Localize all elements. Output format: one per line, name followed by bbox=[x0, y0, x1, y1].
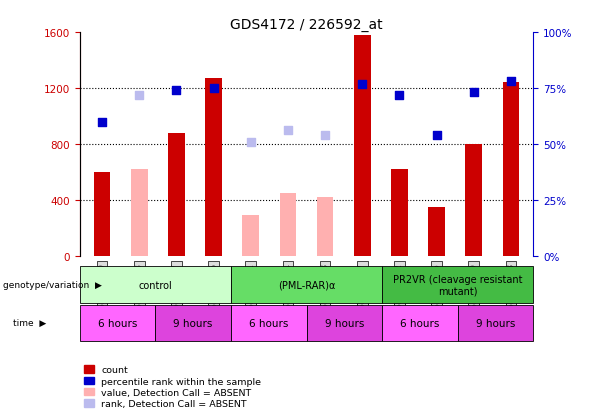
Point bbox=[97, 119, 107, 126]
Text: time  ▶: time ▶ bbox=[13, 318, 47, 328]
Bar bbox=[382, 266, 533, 304]
Point bbox=[506, 79, 516, 85]
Text: 6 hours: 6 hours bbox=[400, 318, 440, 328]
Point bbox=[395, 92, 405, 99]
Bar bbox=[503, 83, 519, 256]
Text: 6 hours: 6 hours bbox=[98, 318, 137, 328]
Bar bbox=[391, 170, 408, 256]
Bar bbox=[131, 170, 148, 256]
Text: PR2VR (cleavage resistant
mutant): PR2VR (cleavage resistant mutant) bbox=[393, 274, 522, 296]
Bar bbox=[458, 306, 533, 341]
Text: (PML-RAR)α: (PML-RAR)α bbox=[278, 280, 335, 290]
Bar bbox=[382, 306, 458, 341]
Text: control: control bbox=[139, 280, 172, 290]
Point bbox=[134, 92, 144, 99]
Bar bbox=[428, 207, 445, 256]
Bar bbox=[231, 306, 306, 341]
Point bbox=[283, 128, 293, 135]
Point bbox=[320, 132, 330, 139]
Bar bbox=[306, 306, 382, 341]
Bar bbox=[231, 266, 382, 304]
Bar bbox=[317, 197, 333, 256]
Bar bbox=[94, 173, 110, 256]
Bar bbox=[280, 193, 296, 256]
Bar bbox=[168, 133, 185, 256]
Text: 6 hours: 6 hours bbox=[249, 318, 288, 328]
Point bbox=[469, 90, 479, 97]
Bar bbox=[465, 145, 482, 256]
Bar bbox=[354, 36, 371, 256]
Bar bbox=[242, 216, 259, 256]
Text: 9 hours: 9 hours bbox=[325, 318, 364, 328]
Text: genotype/variation  ▶: genotype/variation ▶ bbox=[3, 280, 102, 290]
Bar bbox=[155, 306, 231, 341]
Point bbox=[172, 88, 181, 94]
Text: 9 hours: 9 hours bbox=[476, 318, 515, 328]
Bar bbox=[80, 306, 155, 341]
Point bbox=[208, 85, 218, 92]
Bar bbox=[80, 266, 231, 304]
Point bbox=[357, 81, 367, 88]
Text: 9 hours: 9 hours bbox=[173, 318, 213, 328]
Point bbox=[432, 132, 441, 139]
Legend: count, percentile rank within the sample, value, Detection Call = ABSENT, rank, : count, percentile rank within the sample… bbox=[85, 366, 261, 408]
Bar bbox=[205, 79, 222, 256]
Title: GDS4172 / 226592_at: GDS4172 / 226592_at bbox=[230, 18, 383, 32]
Point bbox=[246, 139, 256, 146]
